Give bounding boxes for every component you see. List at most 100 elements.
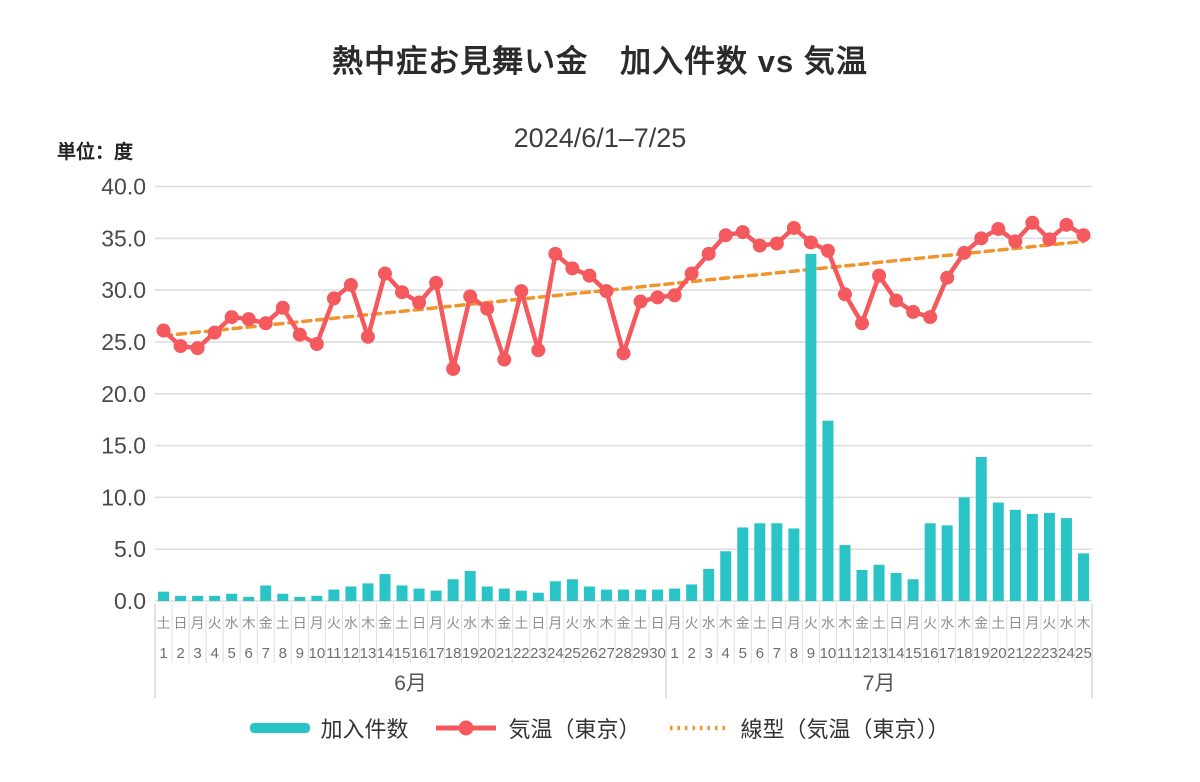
x-weekday-label: 火 <box>1042 615 1056 631</box>
x-weekday-label: 水 <box>821 615 835 631</box>
temp-point <box>207 325 222 340</box>
legend-label: 気温（東京） <box>508 717 641 742</box>
trend-line <box>161 239 1086 338</box>
x-weekday-label: 金 <box>974 615 988 631</box>
temp-point <box>224 310 239 325</box>
bar <box>277 593 289 601</box>
x-day-label: 3 <box>193 645 201 662</box>
temp-point <box>531 343 546 358</box>
temp-point <box>872 268 887 283</box>
x-weekday-label: 月 <box>310 615 324 631</box>
temp-point <box>412 295 427 310</box>
bar <box>243 596 255 601</box>
y-tick-label: 20.0 <box>101 381 146 407</box>
x-day-label: 6 <box>756 645 764 662</box>
x-day-label: 18 <box>956 645 973 662</box>
bar <box>447 579 459 601</box>
bar <box>737 527 749 601</box>
bar <box>890 573 902 601</box>
temp-point <box>855 316 870 331</box>
temp-point <box>786 220 801 235</box>
x-weekday-label: 月 <box>1025 615 1039 631</box>
bar <box>822 420 834 601</box>
bar <box>805 253 817 601</box>
temp-point <box>548 246 563 261</box>
bar <box>754 523 766 601</box>
bar <box>600 589 612 601</box>
temp-point <box>258 316 273 331</box>
x-weekday-label: 木 <box>957 615 971 631</box>
x-weekday-label: 金 <box>259 615 273 631</box>
bar <box>618 589 629 601</box>
x-day-label: 23 <box>1041 645 1058 662</box>
y-tick-label: 30.0 <box>101 277 146 303</box>
x-day-label: 26 <box>581 645 598 662</box>
legend-item-temperature[interactable]: 気温（東京） <box>434 712 641 744</box>
bar <box>498 588 510 601</box>
x-day-label: 15 <box>905 645 922 662</box>
bar <box>873 564 885 601</box>
x-day-label: 10 <box>820 645 837 662</box>
bar <box>328 589 340 601</box>
temp-point <box>803 235 818 250</box>
x-weekday-label: 土 <box>157 615 171 631</box>
x-day-label: 28 <box>615 645 632 662</box>
x-day-label: 25 <box>1075 645 1092 662</box>
x-day-label: 30 <box>649 645 666 662</box>
bar <box>226 593 238 601</box>
y-tick-label: 0.0 <box>114 588 146 614</box>
legend-bar-swatch <box>250 723 311 733</box>
x-day-label: 23 <box>530 645 547 662</box>
legend-item-trend[interactable]: 線型（気温（東京）） <box>667 712 950 744</box>
temp-point <box>360 329 375 344</box>
x-weekday-label: 火 <box>327 615 341 631</box>
x-weekday-label: 金 <box>497 615 511 631</box>
x-weekday-label: 月 <box>548 615 562 631</box>
x-weekday-label: 木 <box>719 615 733 631</box>
x-day-label: 8 <box>279 645 287 662</box>
x-day-label: 12 <box>854 645 871 662</box>
temp-point <box>718 228 733 243</box>
x-day-label: 7 <box>773 645 781 662</box>
bar <box>549 581 561 601</box>
bar <box>839 545 851 601</box>
temp-point <box>701 246 716 261</box>
temp-point <box>463 289 478 304</box>
x-weekday-label: 月 <box>429 615 443 631</box>
x-weekday-label: 土 <box>276 615 290 631</box>
bar <box>635 589 647 601</box>
x-day-label: 16 <box>922 645 939 662</box>
x-weekday-label: 木 <box>480 615 494 631</box>
x-day-label: 27 <box>598 645 615 662</box>
temp-point <box>309 337 324 352</box>
x-weekday-label: 日 <box>412 615 426 631</box>
x-day-label: 13 <box>871 645 888 662</box>
x-weekday-label: 月 <box>191 615 205 631</box>
x-day-label: 21 <box>496 645 513 662</box>
temp-point <box>377 266 392 281</box>
legend-item-subscriptions[interactable]: 加入件数 <box>250 712 408 744</box>
bar <box>856 569 868 601</box>
x-day-label: 5 <box>227 645 235 662</box>
y-tick-label: 40.0 <box>101 174 146 200</box>
x-weekday-label: 水 <box>225 615 239 631</box>
x-weekday-label: 土 <box>395 615 409 631</box>
y-tick-label: 15.0 <box>101 433 146 459</box>
x-day-label: 1 <box>159 645 167 662</box>
bar <box>686 584 698 601</box>
x-day-label: 5 <box>739 645 747 662</box>
legend-line-swatch <box>436 720 497 736</box>
legend-label: 加入件数 <box>320 717 409 742</box>
x-weekday-label: 土 <box>514 615 528 631</box>
bar <box>583 586 595 601</box>
x-day-label: 20 <box>990 645 1007 662</box>
x-weekday-label: 土 <box>753 615 767 631</box>
x-weekday-label: 金 <box>855 615 869 631</box>
x-day-label: 24 <box>1058 645 1075 662</box>
bar <box>464 570 476 601</box>
x-weekday-label: 木 <box>242 615 256 631</box>
x-weekday-label: 水 <box>582 615 596 631</box>
x-day-label: 14 <box>888 645 905 662</box>
